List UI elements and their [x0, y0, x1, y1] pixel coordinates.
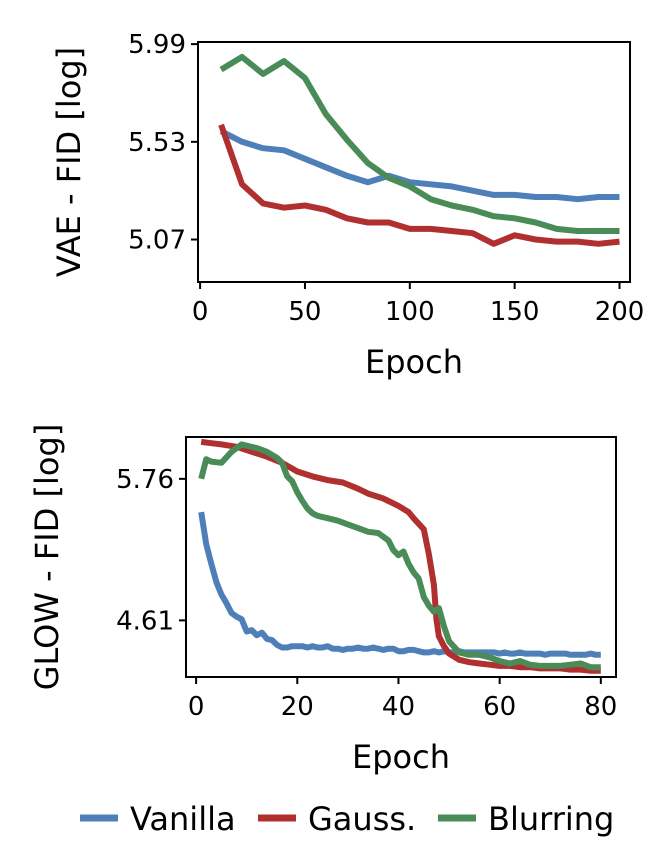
x-tick-label: 20: [281, 692, 314, 722]
series-group: [218, 53, 620, 247]
y-tick-label: 5.76: [116, 465, 174, 495]
legend-label-gauss: Gauss.: [308, 800, 416, 838]
x-axis-label: Epoch: [365, 343, 463, 381]
legend: Vanilla Gauss. Blurring: [80, 800, 614, 838]
x-tick-label: 60: [483, 692, 516, 722]
x-tick-label: 150: [490, 297, 540, 327]
y-tick-label: 4.61: [116, 606, 174, 636]
y-tick-label: 5.07: [128, 226, 186, 256]
x-tick-label: 100: [385, 297, 435, 327]
series-line-vanilla: [219, 128, 620, 203]
y-tick-label: 5.53: [128, 128, 186, 158]
legend-label-vanilla: Vanilla: [130, 800, 236, 838]
plot-frame: [197, 41, 631, 283]
plot-frame: [185, 436, 617, 678]
x-tick-label: 200: [595, 297, 645, 327]
legend-label-blurring: Blurring: [488, 800, 614, 838]
x-axis-label: Epoch: [352, 738, 450, 776]
chart-vae-fid: 0 50 100 150 200 5.07 5.53 5.99 Epoch VAE - FID […: [50, 30, 644, 381]
series-line-vanilla: [198, 511, 601, 658]
x-tick-label: 50: [288, 297, 321, 327]
series-group: [198, 438, 601, 674]
y-axis-label: GLOW - FID [log]: [28, 424, 66, 691]
x-tick-label: 0: [192, 297, 209, 327]
series-line-blurring: [219, 53, 620, 234]
y-axis-label: VAE - FID [log]: [50, 47, 88, 277]
x-tick-label: 40: [382, 692, 415, 722]
x-tick-label: 0: [188, 692, 205, 722]
x-tick-label: 80: [584, 692, 617, 722]
series-line-gauss: [218, 123, 620, 247]
series-line-blurring: [198, 441, 601, 671]
y-tick-label: 5.99: [128, 30, 186, 60]
chart-glow-fid: 0 20 40 60 80 4.61 5.76 Epoch GLOW - FID [log]: [28, 424, 617, 776]
